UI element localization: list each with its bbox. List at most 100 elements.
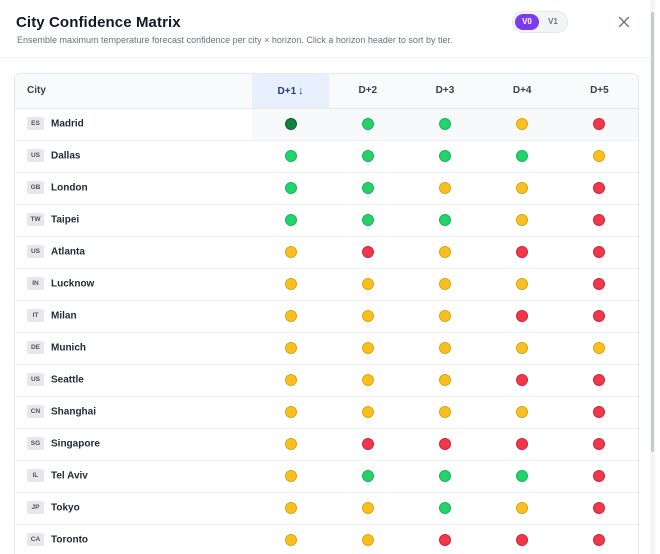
column-header-d2[interactable]: D+2 <box>329 74 407 109</box>
version-v0-button[interactable]: V0 <box>515 14 539 30</box>
scrollbar[interactable] <box>650 0 655 554</box>
tier-dot-green <box>438 213 451 226</box>
tier-cell <box>560 204 638 237</box>
tier-dot-yellow <box>438 181 451 194</box>
tier-dot-red <box>438 437 451 450</box>
page-subtitle: Ensemble maximum temperature forecast co… <box>17 35 453 45</box>
table-row: JP Tokyo <box>15 492 638 525</box>
tier-dot-red <box>593 181 606 194</box>
tier-cell <box>560 172 638 205</box>
tier-cell <box>406 108 484 141</box>
tier-cell <box>329 140 407 173</box>
city-name: Dallas <box>51 150 81 162</box>
tier-dot-red <box>516 373 529 386</box>
tier-dot-yellow <box>516 277 529 290</box>
tier-cell <box>483 300 561 333</box>
tier-cell <box>252 204 330 237</box>
tier-dot-green <box>516 469 529 482</box>
tier-cell <box>329 268 407 301</box>
version-toggle: V0 V1 <box>512 11 568 33</box>
tier-cell <box>560 396 638 429</box>
tier-dot-green <box>516 149 529 162</box>
column-header-d5[interactable]: D+5 <box>560 74 638 109</box>
column-header-city: City <box>15 74 252 109</box>
close-button[interactable] <box>616 14 632 30</box>
city-cell: JP Tokyo <box>15 492 252 525</box>
tier-cell <box>483 460 561 493</box>
city-cell: US Seattle <box>15 364 252 397</box>
city-cell: US Dallas <box>15 140 252 173</box>
tier-cell <box>406 332 484 365</box>
table-row: US Dallas <box>15 140 638 173</box>
city-name: Madrid <box>51 118 84 130</box>
city-name: Tokyo <box>51 502 80 514</box>
tier-dot-red <box>593 309 606 322</box>
tier-cell <box>483 236 561 269</box>
tier-cell <box>483 268 561 301</box>
tier-cell <box>252 236 330 269</box>
tier-dot-yellow <box>284 437 297 450</box>
tier-dot-yellow <box>516 341 529 354</box>
tier-cell <box>252 140 330 173</box>
tier-dot-yellow <box>361 341 374 354</box>
column-header-d1[interactable]: D+1 ↓ <box>252 74 330 109</box>
tier-dot-yellow <box>593 341 606 354</box>
tier-dot-yellow <box>284 309 297 322</box>
tier-dot-yellow <box>361 501 374 514</box>
city-cell: ES Madrid <box>15 108 252 141</box>
tier-dot-yellow <box>438 245 451 258</box>
city-name: Toronto <box>51 534 89 546</box>
tier-cell <box>483 332 561 365</box>
tier-dot-green <box>361 213 374 226</box>
tier-dot-green <box>438 469 451 482</box>
tier-cell <box>406 364 484 397</box>
city-name: Lucknow <box>51 278 95 290</box>
table-row: CA Toronto <box>15 524 638 554</box>
tier-dot-yellow <box>361 533 374 546</box>
tier-cell <box>560 428 638 461</box>
tier-cell <box>406 204 484 237</box>
tier-cell <box>329 460 407 493</box>
tier-dot-green <box>361 149 374 162</box>
tier-cell <box>560 140 638 173</box>
tier-cell <box>329 300 407 333</box>
tier-dot-red <box>593 213 606 226</box>
city-name: London <box>51 182 88 194</box>
country-code-badge: US <box>27 373 44 387</box>
country-code-badge: SG <box>27 437 44 451</box>
column-header-d4[interactable]: D+4 <box>483 74 561 109</box>
tier-cell <box>329 204 407 237</box>
tier-cell <box>406 396 484 429</box>
city-name: Singapore <box>51 438 100 450</box>
tier-dot-red <box>361 245 374 258</box>
tier-dot-red <box>593 373 606 386</box>
tier-cell <box>252 460 330 493</box>
tier-dot-red <box>361 437 374 450</box>
column-header-d3[interactable]: D+3 <box>406 74 484 109</box>
tier-dot-yellow <box>593 149 606 162</box>
tier-cell <box>252 396 330 429</box>
city-name: Seattle <box>51 374 84 386</box>
city-cell: CN Shanghai <box>15 396 252 429</box>
tier-cell <box>483 364 561 397</box>
tier-cell <box>483 524 561 554</box>
tier-cell <box>252 300 330 333</box>
tier-cell <box>560 460 638 493</box>
tier-dot-yellow <box>516 501 529 514</box>
tier-dot-red <box>593 277 606 290</box>
tier-dot-yellow <box>284 533 297 546</box>
table-row: US Seattle <box>15 364 638 397</box>
tier-dot-yellow <box>284 469 297 482</box>
table-header-row: City D+1 ↓ D+2 D+3 D+4 D+5 <box>15 74 638 109</box>
tier-dot-red <box>593 245 606 258</box>
tier-dot-green <box>284 213 297 226</box>
version-v1-button[interactable]: V1 <box>548 17 558 26</box>
tier-cell <box>483 108 561 141</box>
country-code-badge: GB <box>27 181 44 195</box>
scrollbar-thumb[interactable] <box>651 12 654 452</box>
tier-dot-yellow <box>361 309 374 322</box>
city-cell: SG Singapore <box>15 428 252 461</box>
tier-dot-red <box>593 533 606 546</box>
table-row: IN Lucknow <box>15 268 638 301</box>
